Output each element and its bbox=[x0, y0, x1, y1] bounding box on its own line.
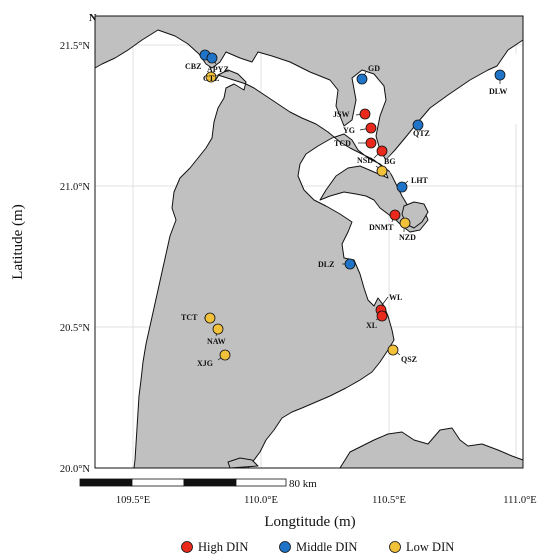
station-marker-dlw bbox=[494, 69, 506, 81]
station-marker-yg bbox=[365, 122, 377, 134]
legend-swatch-low bbox=[389, 541, 401, 553]
y-tick-label: 20.0°N bbox=[60, 464, 91, 475]
station-label-nzd: NZD bbox=[399, 233, 416, 242]
x-tick-label: 110.0°E bbox=[244, 495, 278, 506]
station-marker-qsz bbox=[387, 344, 399, 356]
station-label-ctz: CTZ bbox=[203, 74, 219, 83]
station-label-bg: BG bbox=[384, 157, 396, 166]
x-tick-label: 109.5°E bbox=[116, 495, 150, 506]
station-marker-naw bbox=[212, 323, 224, 335]
station-marker-tcd bbox=[365, 137, 377, 149]
north-label: N bbox=[89, 13, 97, 24]
scale-bar-label: 80 km bbox=[289, 478, 317, 490]
scale-bar: 80 km bbox=[79, 478, 317, 490]
station-marker-nsd bbox=[376, 145, 388, 157]
station-labels: CBZ APYZ CTZ GD DLW JSW YG QTZ TCD NSD B… bbox=[181, 62, 507, 368]
legend-label-low: Low DIN bbox=[406, 540, 454, 554]
station-marker-tct bbox=[204, 312, 216, 324]
station-label-nsd: NSD bbox=[357, 156, 373, 165]
legend: High DIN Middle DIN Low DIN bbox=[181, 540, 454, 554]
legend-label-high: High DIN bbox=[198, 540, 248, 554]
station-markers bbox=[199, 49, 506, 361]
legend-swatch-high bbox=[181, 541, 193, 553]
x-axis-title: Longtitude (m) bbox=[264, 514, 355, 530]
station-marker-xjg bbox=[219, 349, 231, 361]
station-label-tct: TCT bbox=[181, 313, 198, 322]
station-label-jsw: JSW bbox=[333, 110, 349, 119]
map-frame bbox=[94, 15, 524, 469]
y-tick-label: 21.0°N bbox=[60, 182, 91, 193]
station-label-dlw: DLW bbox=[489, 87, 507, 96]
station-marker-gd bbox=[356, 73, 368, 85]
station-marker-dlz bbox=[344, 258, 356, 270]
station-label-lht: LHT bbox=[411, 176, 429, 185]
station-label-qsz: QSZ bbox=[401, 355, 417, 364]
station-label-tcd: TCD bbox=[334, 139, 351, 148]
station-label-xl: XL bbox=[366, 321, 377, 330]
station-marker-jsw bbox=[359, 108, 371, 120]
land-hainan bbox=[339, 427, 524, 469]
station-label-xjg: XJG bbox=[197, 359, 213, 368]
station-label-wl: WL bbox=[389, 293, 402, 302]
station-label-apyz: APYZ bbox=[207, 65, 229, 74]
station-marker-ctz bbox=[205, 71, 217, 83]
legend-label-middle: Middle DIN bbox=[296, 540, 357, 554]
legend-swatch-middle bbox=[279, 541, 291, 553]
x-tick-label: 110.5°E bbox=[372, 495, 406, 506]
station-label-gd: GD bbox=[368, 64, 380, 73]
station-label-naw: NAW bbox=[207, 337, 226, 346]
station-label-cbz: CBZ bbox=[185, 62, 201, 71]
station-marker-dnmt bbox=[389, 209, 401, 221]
station-marker-bg bbox=[376, 165, 388, 177]
station-label-qtz: QTZ bbox=[413, 129, 430, 138]
station-label-dlz: DLZ bbox=[318, 260, 334, 269]
land-east-coast bbox=[386, 48, 523, 188]
station-marker-qtz bbox=[412, 119, 424, 131]
station-marker-lht bbox=[396, 181, 408, 193]
station-marker-apyz bbox=[206, 52, 218, 64]
y-tick-label: 20.5°N bbox=[60, 323, 91, 334]
station-marker-nzd bbox=[399, 217, 411, 229]
y-tick-label: 21.5°N bbox=[60, 41, 91, 52]
land-small-island bbox=[227, 457, 259, 469]
y-axis-title: Latitude (m) bbox=[10, 204, 26, 279]
x-tick-label: 111.0°E bbox=[503, 495, 536, 506]
station-label-yg: YG bbox=[343, 126, 355, 135]
station-label-dnmt: DNMT bbox=[369, 223, 394, 232]
station-marker-xl bbox=[376, 310, 388, 322]
